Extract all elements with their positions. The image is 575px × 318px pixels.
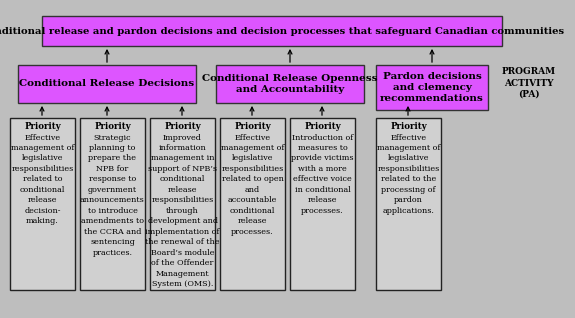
Text: of the Offender: of the Offender <box>151 259 214 267</box>
Bar <box>290 118 355 290</box>
Bar <box>376 118 441 290</box>
Text: through: through <box>166 207 199 215</box>
Text: management of: management of <box>221 144 284 152</box>
Text: Introduction of: Introduction of <box>292 134 353 142</box>
Text: pardon: pardon <box>394 196 423 204</box>
Bar <box>42 16 502 46</box>
Text: amendments to: amendments to <box>81 217 144 225</box>
Text: Conditional Release Decisions: Conditional Release Decisions <box>20 80 194 88</box>
Text: applications.: applications. <box>382 207 435 215</box>
Text: announcements: announcements <box>80 196 145 204</box>
Text: accountable: accountable <box>228 196 277 204</box>
Text: processes.: processes. <box>231 228 274 236</box>
Text: Conditional release and pardon decisions and decision processes that safeguard C: Conditional release and pardon decisions… <box>0 26 564 36</box>
Text: information: information <box>159 144 206 152</box>
Text: release: release <box>168 186 197 194</box>
Bar <box>216 65 364 103</box>
Text: making.: making. <box>26 217 59 225</box>
Text: legislative: legislative <box>388 155 430 162</box>
Bar <box>220 118 285 290</box>
Text: decision-: decision- <box>24 207 61 215</box>
Text: release: release <box>308 196 338 204</box>
Text: provide victims: provide victims <box>292 155 354 162</box>
Text: related to the: related to the <box>381 176 436 183</box>
Text: processing of: processing of <box>381 186 436 194</box>
Text: planning to: planning to <box>89 144 136 152</box>
Text: to introduce: to introduce <box>87 207 137 215</box>
Text: Priority: Priority <box>304 122 341 131</box>
Text: management of: management of <box>11 144 74 152</box>
Bar <box>376 65 488 110</box>
Text: conditional: conditional <box>230 207 275 215</box>
Text: Effective: Effective <box>235 134 271 142</box>
Text: Management: Management <box>156 270 209 278</box>
Bar <box>80 118 145 290</box>
Text: management in: management in <box>151 155 214 162</box>
Text: Priority: Priority <box>390 122 427 131</box>
Text: legislative: legislative <box>232 155 273 162</box>
Text: legislative: legislative <box>22 155 63 162</box>
Text: processes.: processes. <box>301 207 344 215</box>
Text: PROGRAM
ACTIVITY
(PA): PROGRAM ACTIVITY (PA) <box>502 67 556 99</box>
Text: Strategic: Strategic <box>94 134 131 142</box>
Text: NPB for: NPB for <box>97 165 129 173</box>
Text: effective voice: effective voice <box>293 176 352 183</box>
Text: related to: related to <box>23 176 62 183</box>
Text: release: release <box>237 217 267 225</box>
Text: prepare the: prepare the <box>89 155 136 162</box>
Text: responsibilities: responsibilities <box>377 165 440 173</box>
Text: the renewal of the: the renewal of the <box>145 238 220 246</box>
Text: management of: management of <box>377 144 440 152</box>
Text: Priority: Priority <box>234 122 271 131</box>
Text: sentencing: sentencing <box>90 238 135 246</box>
Text: Pardon decisions
and clemency
recommendations: Pardon decisions and clemency recommenda… <box>380 72 484 103</box>
Text: conditional: conditional <box>20 186 65 194</box>
Text: Effective: Effective <box>24 134 60 142</box>
Text: government: government <box>88 186 137 194</box>
Bar <box>10 118 75 290</box>
Text: System (OMS).: System (OMS). <box>152 280 213 288</box>
Text: responsibilities: responsibilities <box>151 196 214 204</box>
Text: the CCRA and: the CCRA and <box>84 228 141 236</box>
Text: Effective: Effective <box>390 134 427 142</box>
Text: Board’s module: Board’s module <box>151 249 214 257</box>
Text: with a more: with a more <box>298 165 347 173</box>
Text: support of NPB’s: support of NPB’s <box>148 165 217 173</box>
Text: practices.: practices. <box>93 249 132 257</box>
Text: implementation of: implementation of <box>145 228 220 236</box>
Bar <box>18 65 196 103</box>
Bar <box>150 118 215 290</box>
Text: release: release <box>28 196 58 204</box>
Text: responsibilities: responsibilities <box>221 165 283 173</box>
Text: Priority: Priority <box>164 122 201 131</box>
Text: Conditional Release Openness
and Accountability: Conditional Release Openness and Account… <box>202 74 378 94</box>
Text: related to open: related to open <box>221 176 283 183</box>
Text: development and: development and <box>148 217 217 225</box>
Text: Priority: Priority <box>24 122 61 131</box>
Text: Improved: Improved <box>163 134 202 142</box>
Text: in conditional: in conditional <box>294 186 350 194</box>
Text: conditional: conditional <box>160 176 205 183</box>
Text: responsibilities: responsibilities <box>12 165 74 173</box>
Text: Priority: Priority <box>94 122 131 131</box>
Text: and: and <box>245 186 260 194</box>
Text: measures to: measures to <box>298 144 347 152</box>
Text: response to: response to <box>89 176 136 183</box>
